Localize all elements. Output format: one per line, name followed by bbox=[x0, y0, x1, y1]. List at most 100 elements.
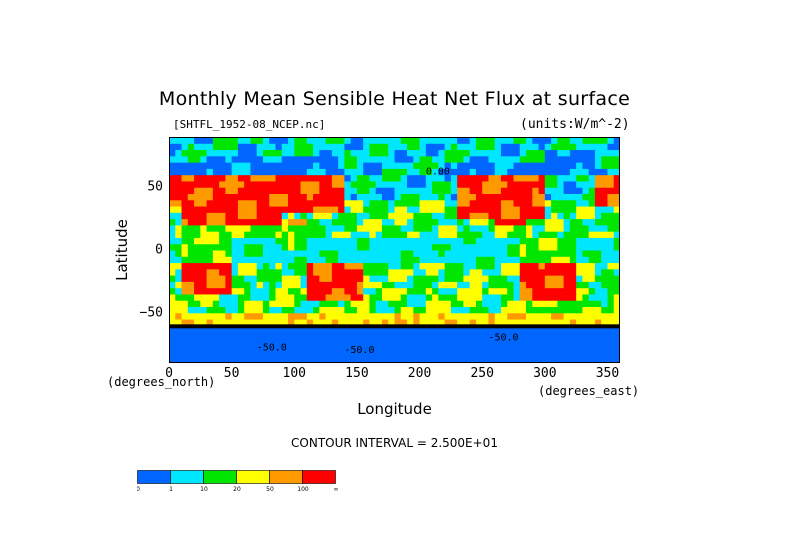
heatmap-cell bbox=[313, 243, 320, 251]
heatmap-cell bbox=[231, 137, 239, 144]
heatmap-cell bbox=[388, 350, 395, 358]
heatmap-cell bbox=[594, 312, 602, 320]
heatmap-cell bbox=[344, 193, 352, 201]
heatmap-cell bbox=[350, 250, 358, 257]
heatmap-cell bbox=[419, 168, 427, 176]
heatmap-cell bbox=[369, 319, 377, 326]
heatmap-cell bbox=[419, 356, 427, 363]
heatmap-cell bbox=[551, 262, 558, 270]
heatmap-cell bbox=[250, 306, 258, 314]
heatmap-cell bbox=[507, 268, 515, 276]
heatmap-cell bbox=[463, 250, 471, 257]
heatmap-cell bbox=[513, 319, 521, 326]
heatmap-cell bbox=[513, 224, 521, 232]
heatmap-cell bbox=[206, 262, 214, 270]
heatmap-cell bbox=[206, 237, 214, 245]
heatmap-cell bbox=[601, 256, 608, 264]
heatmap-cell bbox=[538, 256, 546, 264]
heatmap-cell bbox=[369, 218, 377, 226]
heatmap-cell bbox=[206, 306, 214, 314]
heatmap-cell bbox=[319, 319, 327, 326]
heatmap-cell bbox=[212, 306, 220, 314]
heatmap-cell bbox=[557, 281, 565, 289]
heatmap-cell bbox=[494, 262, 502, 270]
heatmap-cell bbox=[551, 206, 558, 213]
heatmap-cell bbox=[457, 356, 464, 363]
heatmap-cell bbox=[219, 180, 226, 188]
heatmap-cell bbox=[319, 250, 327, 257]
heatmap-cell bbox=[400, 275, 408, 282]
heatmap-cell bbox=[463, 199, 471, 207]
heatmap-cell bbox=[294, 337, 302, 345]
heatmap-cell bbox=[413, 337, 421, 345]
heatmap-cell bbox=[212, 231, 220, 238]
heatmap-cell bbox=[219, 300, 226, 307]
heatmap-cell bbox=[363, 268, 370, 276]
heatmap-cell bbox=[607, 180, 615, 188]
heatmap-cell bbox=[169, 350, 176, 358]
heatmap-cell bbox=[425, 224, 433, 232]
heatmap-cell bbox=[206, 344, 214, 351]
heatmap-cell bbox=[425, 199, 433, 207]
heatmap-cell bbox=[200, 312, 208, 320]
heatmap-cell bbox=[187, 319, 195, 326]
heatmap-cell bbox=[482, 180, 489, 188]
heatmap-cell bbox=[588, 243, 596, 251]
heatmap-cell bbox=[331, 312, 339, 320]
heatmap-cell bbox=[219, 287, 226, 295]
heatmap-cell bbox=[469, 344, 477, 351]
heatmap-cell bbox=[569, 174, 577, 182]
heatmap-cell bbox=[500, 224, 508, 232]
heatmap-cell bbox=[607, 199, 615, 207]
heatmap-cell bbox=[269, 243, 276, 251]
heatmap-cell bbox=[519, 337, 527, 345]
heatmap-cell bbox=[588, 312, 596, 320]
heatmap-cell bbox=[613, 250, 620, 257]
heatmap-cell bbox=[419, 325, 427, 333]
heatmap-cell bbox=[206, 168, 214, 176]
heatmap-cell bbox=[601, 168, 608, 176]
heatmap-cell bbox=[331, 300, 339, 307]
heatmap-cell bbox=[275, 331, 283, 339]
heatmap-cell bbox=[613, 199, 620, 207]
heatmap-cell bbox=[281, 268, 289, 276]
heatmap-cell bbox=[375, 206, 383, 213]
heatmap-cell bbox=[350, 199, 358, 207]
heatmap-cell bbox=[582, 287, 590, 295]
heatmap-cell bbox=[538, 356, 546, 363]
heatmap-cell bbox=[181, 193, 189, 201]
heatmap-cell bbox=[281, 193, 289, 201]
heatmap-cell bbox=[388, 356, 395, 363]
heatmap-cell bbox=[594, 155, 602, 163]
heatmap-cell bbox=[344, 250, 352, 257]
heatmap-cell bbox=[507, 281, 515, 289]
heatmap-cell bbox=[469, 243, 477, 251]
heatmap-cell bbox=[350, 187, 358, 194]
heatmap-cell bbox=[582, 174, 590, 182]
heatmap-cell bbox=[582, 306, 590, 314]
heatmap-cell bbox=[169, 293, 176, 301]
heatmap-cell bbox=[444, 237, 452, 245]
heatmap-cell bbox=[338, 155, 345, 163]
heatmap-cell bbox=[244, 187, 251, 194]
heatmap-cell bbox=[569, 356, 577, 363]
heatmap-cell bbox=[206, 187, 214, 194]
heatmap-cell bbox=[526, 250, 533, 257]
heatmap-cell bbox=[519, 293, 527, 301]
heatmap-cell bbox=[231, 237, 239, 245]
heatmap-cell bbox=[244, 237, 251, 245]
heatmap-cell bbox=[187, 337, 195, 345]
heatmap-cell bbox=[175, 231, 183, 238]
heatmap-cell bbox=[432, 180, 439, 188]
heatmap-cell bbox=[175, 193, 183, 201]
heatmap-cell bbox=[375, 281, 383, 289]
heatmap-cell bbox=[300, 268, 308, 276]
heatmap-cell bbox=[576, 180, 583, 188]
heatmap-cell bbox=[237, 281, 245, 289]
heatmap-cell bbox=[538, 180, 546, 188]
heatmap-cell bbox=[457, 143, 464, 151]
heatmap-cell bbox=[450, 149, 458, 157]
heatmap-cell bbox=[588, 356, 596, 363]
heatmap-cell bbox=[194, 312, 201, 320]
heatmap-cell bbox=[557, 243, 565, 251]
